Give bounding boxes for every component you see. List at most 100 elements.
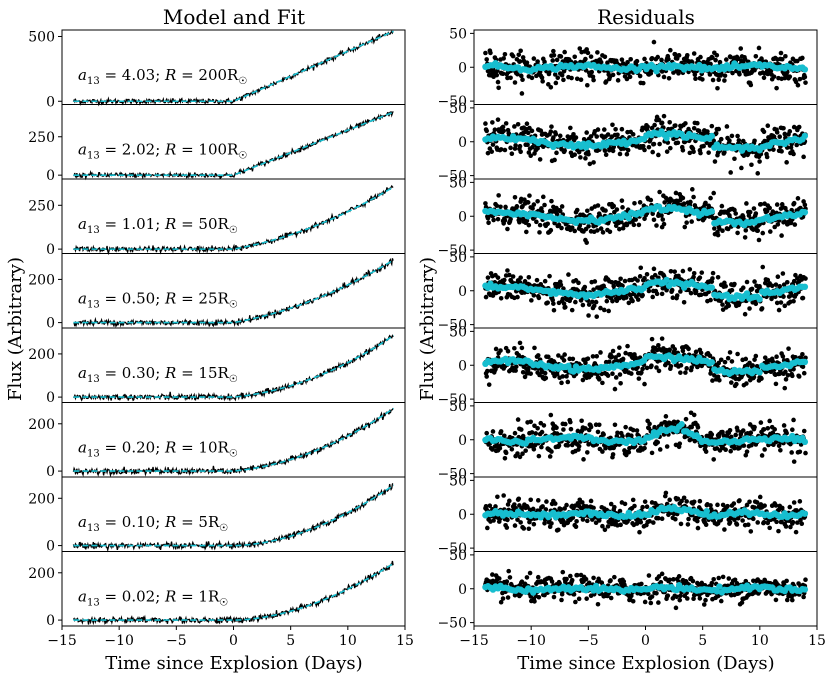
residual-point: [550, 58, 556, 63]
residual-point: [541, 423, 547, 428]
binned-point: [696, 61, 703, 69]
residual-point: [557, 133, 563, 139]
residual-point: [559, 597, 564, 603]
residual-point: [717, 59, 723, 65]
residual-point: [549, 198, 554, 204]
residual-point: [505, 517, 510, 523]
residual-point: [782, 385, 788, 391]
residual-point: [620, 205, 625, 210]
residual-point: [680, 268, 686, 274]
residual-point: [683, 370, 688, 375]
residual-point: [747, 209, 753, 215]
model-fit-line: [73, 259, 394, 324]
residual-point: [701, 143, 706, 149]
residual-point: [578, 77, 584, 82]
residual-point: [513, 368, 518, 373]
residual-point: [686, 287, 691, 293]
residual-point: [715, 232, 721, 238]
residual-point: [505, 226, 510, 232]
binned-point: [801, 209, 809, 216]
residual-point: [612, 386, 618, 392]
residual-point: [565, 443, 571, 448]
residual-point: [584, 130, 589, 135]
residual-point: [508, 216, 513, 222]
residual-point: [483, 201, 488, 206]
residual-point: [752, 138, 757, 144]
residual-point: [778, 50, 784, 56]
residual-point: [722, 527, 727, 532]
residual-point: [596, 377, 602, 382]
residual-point: [723, 284, 728, 289]
residual-point: [520, 77, 525, 83]
residual-point: [711, 577, 716, 582]
residual-point: [776, 307, 782, 313]
residual-point: [690, 187, 695, 192]
residual-point: [512, 80, 518, 85]
model-panel-label: a13 = 0.10; R = 5R☉: [78, 513, 228, 534]
residual-point: [774, 354, 779, 360]
residual-point: [584, 240, 589, 245]
residual-point: [582, 284, 588, 290]
residual-point: [652, 272, 658, 278]
residual-point: [708, 297, 713, 303]
residual-point: [642, 275, 647, 281]
residual-point: [498, 147, 504, 152]
residual-point: [507, 272, 512, 278]
residual-point: [508, 75, 513, 81]
residual-point: [708, 195, 713, 201]
residual-point: [666, 75, 672, 81]
residual-point: [509, 151, 515, 157]
residual-point: [613, 375, 619, 380]
residual-point: [649, 336, 655, 342]
residual-point: [642, 499, 648, 504]
residual-point: [625, 147, 631, 153]
residual-point: [710, 77, 716, 83]
residual-point: [598, 59, 604, 65]
residual-point: [504, 525, 510, 530]
residual-point: [545, 300, 550, 305]
residual-point: [761, 75, 767, 81]
residual-point: [522, 197, 527, 202]
residual-point: [590, 299, 595, 305]
residual-point: [610, 348, 616, 354]
residual-point: [759, 376, 764, 381]
residual-point: [777, 284, 783, 289]
residual-point: [646, 144, 652, 150]
residual-point: [796, 124, 802, 130]
residual-point: [640, 292, 645, 298]
binned-point: [756, 369, 763, 376]
residual-point: [789, 450, 794, 455]
residual-point: [509, 446, 515, 452]
residual-point: [547, 454, 553, 459]
residual-point: [568, 419, 573, 425]
residual-point: [534, 277, 540, 283]
residual-point: [791, 124, 797, 130]
residual-point: [642, 445, 647, 451]
residual-point: [553, 131, 559, 137]
residual-point: [642, 381, 647, 387]
residual-point: [663, 490, 669, 496]
residual-point: [550, 297, 556, 303]
residual-point: [723, 57, 729, 62]
residual-point: [517, 340, 523, 346]
residual-point: [756, 45, 762, 51]
residual-point: [559, 72, 565, 78]
residual-point: [505, 348, 511, 354]
residual-point: [719, 203, 725, 209]
residual-point: [496, 193, 501, 198]
residual-point: [663, 414, 669, 419]
residual-point: [516, 496, 522, 502]
model-panel-label: a13 = 0.30; R = 15R☉: [78, 364, 238, 385]
residual-point: [732, 156, 737, 162]
residual-point: [594, 354, 600, 359]
residual-point: [753, 53, 759, 59]
residual-point: [709, 432, 715, 437]
y-tick-label: 50: [449, 250, 467, 266]
residual-point: [651, 39, 657, 45]
residual-point: [559, 380, 564, 386]
residual-point: [518, 73, 524, 79]
residual-point: [576, 280, 581, 286]
